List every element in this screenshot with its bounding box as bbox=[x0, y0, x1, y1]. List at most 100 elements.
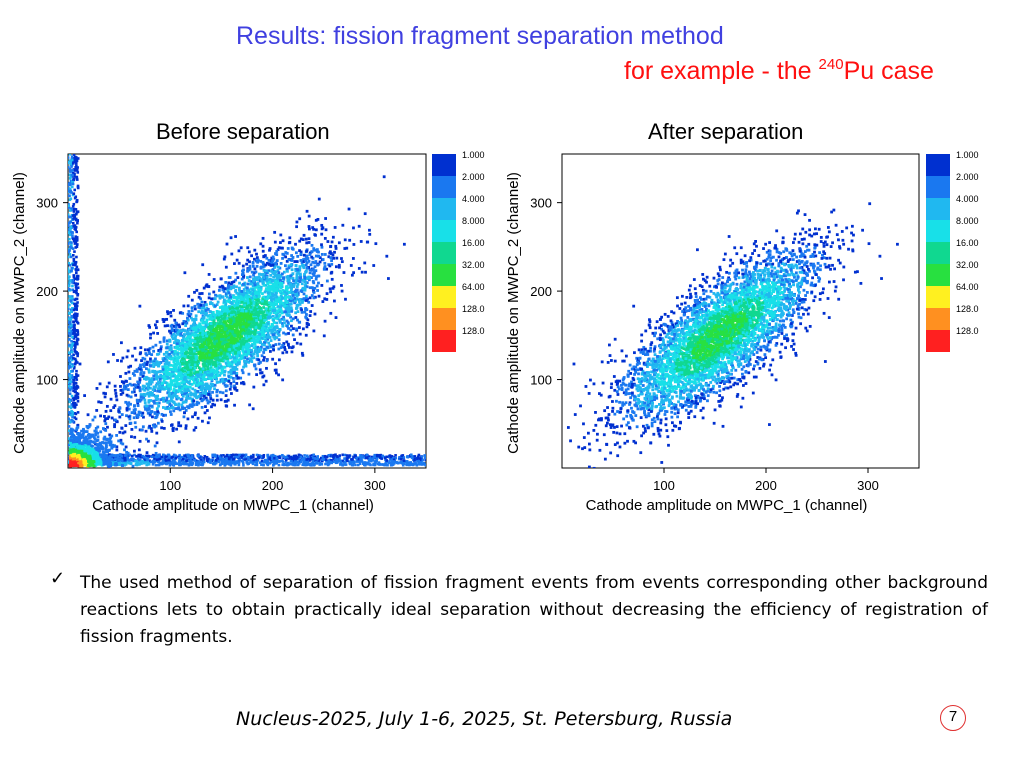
data-point bbox=[222, 310, 226, 313]
data-point bbox=[171, 356, 174, 360]
data-point bbox=[317, 250, 320, 254]
data-point bbox=[124, 445, 128, 449]
data-point bbox=[217, 338, 221, 342]
data-point bbox=[222, 381, 225, 385]
data-point bbox=[272, 270, 276, 273]
data-point bbox=[154, 424, 158, 428]
data-point bbox=[289, 263, 293, 267]
data-point bbox=[105, 385, 109, 389]
data-point bbox=[214, 364, 218, 368]
data-point bbox=[131, 354, 134, 358]
data-point bbox=[307, 266, 311, 269]
data-point bbox=[286, 286, 290, 290]
data-point bbox=[224, 394, 228, 397]
data-point bbox=[181, 369, 185, 373]
data-point bbox=[234, 313, 237, 317]
data-point bbox=[193, 340, 197, 343]
data-point bbox=[206, 314, 210, 318]
data-point bbox=[287, 346, 291, 349]
data-point bbox=[177, 342, 181, 345]
data-point bbox=[180, 329, 184, 333]
data-point bbox=[257, 295, 261, 299]
data-point bbox=[285, 301, 289, 305]
data-point bbox=[233, 310, 237, 314]
data-point bbox=[229, 344, 233, 347]
data-point bbox=[279, 346, 283, 350]
data-point bbox=[167, 372, 171, 375]
data-point bbox=[256, 337, 260, 341]
data-point bbox=[168, 402, 172, 406]
data-point bbox=[308, 314, 312, 318]
data-point bbox=[132, 410, 136, 414]
data-point bbox=[264, 379, 268, 383]
data-point bbox=[294, 293, 298, 297]
data-point bbox=[219, 320, 222, 324]
data-point bbox=[244, 309, 248, 313]
data-point bbox=[283, 345, 286, 349]
data-point bbox=[311, 260, 315, 264]
data-point bbox=[190, 383, 194, 386]
data-point bbox=[287, 258, 291, 262]
data-point bbox=[153, 425, 156, 429]
data-point bbox=[253, 340, 257, 343]
data-point bbox=[183, 345, 187, 349]
data-point bbox=[237, 342, 240, 346]
data-point bbox=[278, 319, 282, 322]
data-point bbox=[288, 307, 292, 311]
data-point bbox=[195, 400, 199, 404]
data-point bbox=[216, 319, 220, 322]
data-point bbox=[255, 298, 258, 302]
data-point bbox=[276, 309, 280, 313]
data-point bbox=[228, 348, 232, 351]
data-point bbox=[143, 357, 147, 361]
data-point bbox=[295, 220, 299, 224]
data-point bbox=[320, 243, 323, 247]
data-point bbox=[304, 294, 308, 298]
data-point bbox=[191, 355, 195, 359]
data-point bbox=[152, 362, 156, 365]
data-point bbox=[314, 277, 318, 281]
data-point bbox=[253, 313, 256, 317]
data-point bbox=[387, 277, 390, 280]
data-point bbox=[207, 273, 211, 276]
data-point bbox=[328, 287, 332, 291]
data-point bbox=[180, 372, 184, 376]
data-point bbox=[103, 395, 107, 399]
data-point bbox=[219, 363, 222, 367]
data-point bbox=[274, 279, 278, 283]
data-point bbox=[242, 319, 246, 323]
data-point bbox=[329, 311, 333, 315]
data-point bbox=[312, 291, 316, 294]
data-point bbox=[138, 439, 142, 443]
data-point bbox=[305, 454, 309, 458]
data-point bbox=[224, 327, 228, 330]
data-point bbox=[187, 294, 191, 298]
data-point bbox=[242, 288, 246, 291]
data-point bbox=[159, 345, 163, 349]
data-point bbox=[182, 415, 186, 419]
data-point bbox=[258, 454, 262, 457]
data-point bbox=[213, 387, 216, 391]
data-point bbox=[172, 365, 176, 369]
data-point bbox=[178, 372, 182, 376]
data-point bbox=[239, 344, 243, 348]
data-point bbox=[232, 320, 236, 324]
data-point bbox=[236, 306, 240, 310]
data-point bbox=[224, 385, 228, 388]
data-point bbox=[247, 328, 250, 332]
data-point bbox=[219, 365, 223, 368]
data-point bbox=[195, 374, 198, 378]
data-point bbox=[265, 311, 269, 315]
data-point bbox=[330, 240, 334, 244]
data-point bbox=[315, 275, 318, 279]
data-point bbox=[240, 330, 244, 334]
data-point bbox=[224, 280, 228, 284]
data-point bbox=[341, 453, 345, 457]
data-point bbox=[275, 259, 279, 262]
data-point bbox=[165, 372, 168, 376]
data-point bbox=[225, 350, 229, 354]
data-point bbox=[203, 310, 207, 314]
data-point bbox=[174, 339, 178, 343]
data-point bbox=[237, 463, 241, 467]
data-point bbox=[284, 297, 287, 300]
